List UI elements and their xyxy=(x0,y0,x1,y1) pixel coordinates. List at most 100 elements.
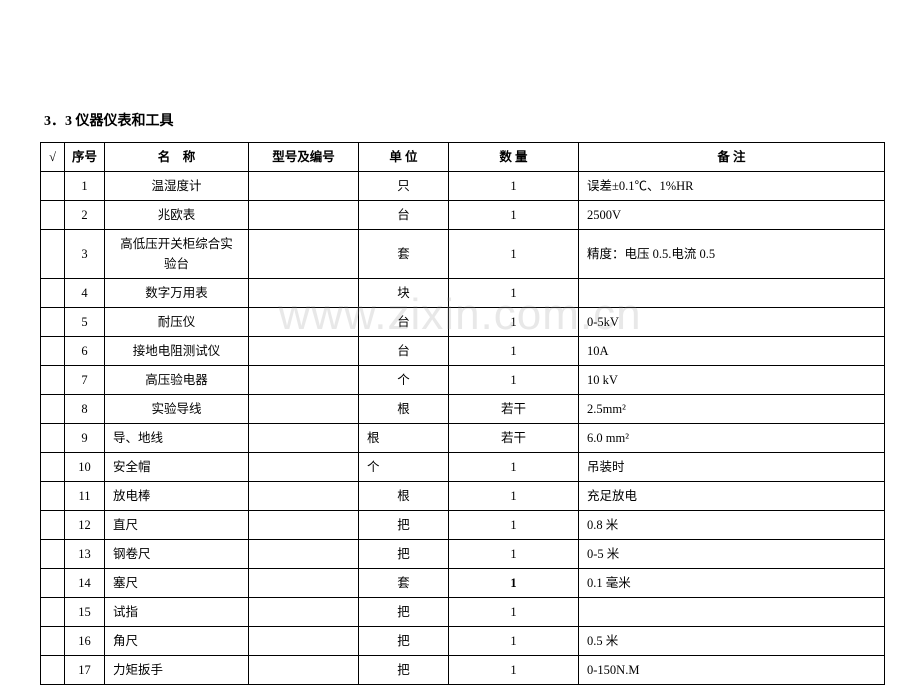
cell-check xyxy=(41,308,65,337)
col-name-prefix: 名 xyxy=(158,150,171,164)
cell-num: 7 xyxy=(65,366,105,395)
cell-model xyxy=(249,424,359,453)
table-row: 16角尺把10.5 米 xyxy=(41,627,885,656)
cell-name: 高低压开关柜综合实验台 xyxy=(105,230,249,279)
cell-num: 2 xyxy=(65,201,105,230)
table-row: 12直尺把10.8 米 xyxy=(41,511,885,540)
table-row: 4数字万用表块1 xyxy=(41,279,885,308)
cell-model xyxy=(249,627,359,656)
cell-num: 15 xyxy=(65,598,105,627)
cell-qty: 1 xyxy=(449,308,579,337)
cell-num: 6 xyxy=(65,337,105,366)
cell-model xyxy=(249,308,359,337)
table-row: 11放电棒根1充足放电 xyxy=(41,482,885,511)
cell-num: 17 xyxy=(65,656,105,685)
cell-model xyxy=(249,453,359,482)
cell-unit: 只 xyxy=(359,172,449,201)
cell-name: 试指 xyxy=(105,598,249,627)
cell-unit: 个 xyxy=(359,366,449,395)
cell-note: 6.0 mm² xyxy=(579,424,885,453)
cell-unit: 台 xyxy=(359,308,449,337)
col-model: 型号及编号 xyxy=(249,143,359,172)
cell-note: 2500V xyxy=(579,201,885,230)
cell-num: 5 xyxy=(65,308,105,337)
cell-unit: 个 xyxy=(359,453,449,482)
cell-note: 误差±0.1℃、1%HR xyxy=(579,172,885,201)
cell-note: 0.8 米 xyxy=(579,511,885,540)
cell-check xyxy=(41,201,65,230)
cell-name: 实验导线 xyxy=(105,395,249,424)
cell-note: 10 kV xyxy=(579,366,885,395)
cell-note: 2.5mm² xyxy=(579,395,885,424)
cell-num: 11 xyxy=(65,482,105,511)
cell-num: 8 xyxy=(65,395,105,424)
table-row: 13钢卷尺把10-5 米 xyxy=(41,540,885,569)
table-row: 10安全帽个1吊装时 xyxy=(41,453,885,482)
cell-check xyxy=(41,337,65,366)
cell-check xyxy=(41,627,65,656)
col-note: 备 注 xyxy=(579,143,885,172)
cell-check xyxy=(41,453,65,482)
cell-unit: 台 xyxy=(359,337,449,366)
cell-note: 充足放电 xyxy=(579,482,885,511)
cell-qty: 1 xyxy=(449,482,579,511)
cell-name: 高压验电器 xyxy=(105,366,249,395)
cell-num: 3 xyxy=(65,230,105,279)
table-body: 1温湿度计只1误差±0.1℃、1%HR2兆欧表台12500V3高低压开关柜综合实… xyxy=(41,172,885,685)
cell-name: 直尺 xyxy=(105,511,249,540)
cell-model xyxy=(249,511,359,540)
cell-model xyxy=(249,569,359,598)
cell-unit: 根 xyxy=(359,482,449,511)
cell-check xyxy=(41,482,65,511)
cell-unit: 把 xyxy=(359,627,449,656)
cell-check xyxy=(41,424,65,453)
section-title: 3．3 仪器仪表和工具 xyxy=(40,110,880,130)
col-name: 名 称 xyxy=(105,143,249,172)
cell-qty: 1 xyxy=(449,540,579,569)
cell-unit: 台 xyxy=(359,201,449,230)
cell-check xyxy=(41,598,65,627)
table-row: 17力矩扳手把10-150N.M xyxy=(41,656,885,685)
table-row: 6接地电阻测试仪台110A xyxy=(41,337,885,366)
table-row: 15试指 把1 xyxy=(41,598,885,627)
cell-check xyxy=(41,540,65,569)
cell-note xyxy=(579,279,885,308)
cell-name: 塞尺 xyxy=(105,569,249,598)
cell-check xyxy=(41,569,65,598)
table-row: 5耐压仪台10-5kV xyxy=(41,308,885,337)
cell-qty: 1 xyxy=(449,201,579,230)
cell-name: 数字万用表 xyxy=(105,279,249,308)
cell-num: 13 xyxy=(65,540,105,569)
cell-qty: 若干 xyxy=(449,424,579,453)
cell-check xyxy=(41,511,65,540)
col-qty: 数 量 xyxy=(449,143,579,172)
cell-note: 0-150N.M xyxy=(579,656,885,685)
cell-unit: 根 xyxy=(359,395,449,424)
col-unit: 单 位 xyxy=(359,143,449,172)
cell-qty: 1 xyxy=(449,337,579,366)
cell-unit: 把 xyxy=(359,598,449,627)
table-row: 1温湿度计只1误差±0.1℃、1%HR xyxy=(41,172,885,201)
equipment-table: √ 序号 名 称 型号及编号 单 位 数 量 备 注 1温湿度计只1误差±0.1… xyxy=(40,142,885,685)
cell-check xyxy=(41,279,65,308)
cell-num: 16 xyxy=(65,627,105,656)
cell-name: 力矩扳手 xyxy=(105,656,249,685)
cell-note: 0-5 米 xyxy=(579,540,885,569)
cell-name: 安全帽 xyxy=(105,453,249,482)
cell-num: 12 xyxy=(65,511,105,540)
cell-note: 精度：电压 0.5.电流 0.5 xyxy=(579,230,885,279)
cell-name: 接地电阻测试仪 xyxy=(105,337,249,366)
cell-name: 钢卷尺 xyxy=(105,540,249,569)
cell-check xyxy=(41,366,65,395)
table-row: 8实验导线根若干2.5mm² xyxy=(41,395,885,424)
cell-note xyxy=(579,598,885,627)
cell-num: 10 xyxy=(65,453,105,482)
cell-check xyxy=(41,395,65,424)
cell-unit: 套 xyxy=(359,569,449,598)
cell-model xyxy=(249,201,359,230)
cell-qty: 1 xyxy=(449,598,579,627)
cell-note: 吊装时 xyxy=(579,453,885,482)
table-row: 2兆欧表台12500V xyxy=(41,201,885,230)
cell-name: 角尺 xyxy=(105,627,249,656)
cell-model xyxy=(249,230,359,279)
